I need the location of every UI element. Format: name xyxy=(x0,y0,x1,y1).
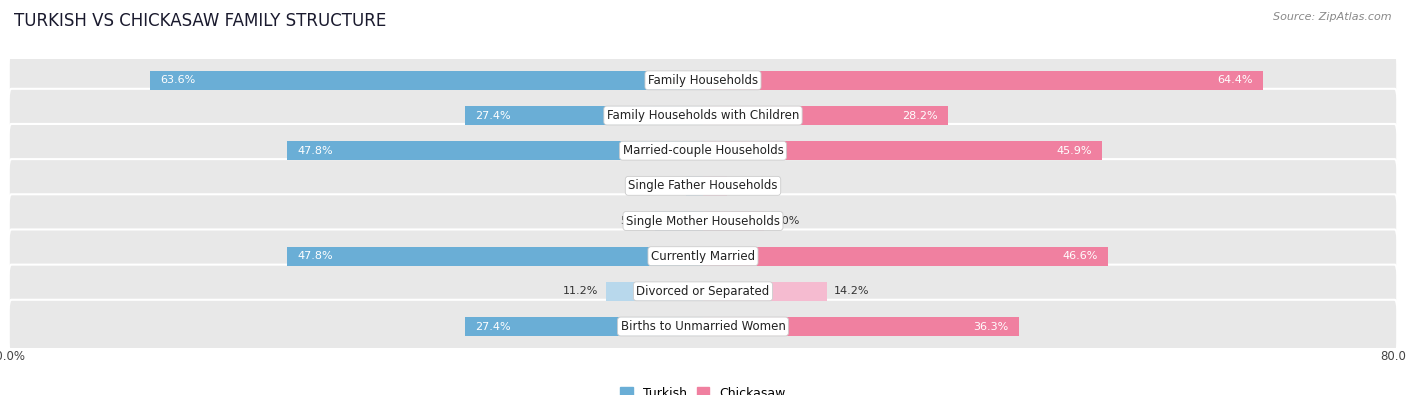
Text: Family Households with Children: Family Households with Children xyxy=(607,109,799,122)
Bar xyxy=(287,246,703,266)
Bar xyxy=(655,211,703,231)
Text: Single Father Households: Single Father Households xyxy=(628,179,778,192)
Text: 2.8%: 2.8% xyxy=(734,181,763,191)
Bar xyxy=(703,211,763,231)
Text: Currently Married: Currently Married xyxy=(651,250,755,263)
Text: TURKISH VS CHICKASAW FAMILY STRUCTURE: TURKISH VS CHICKASAW FAMILY STRUCTURE xyxy=(14,12,387,30)
FancyBboxPatch shape xyxy=(8,229,1398,283)
Text: Births to Unmarried Women: Births to Unmarried Women xyxy=(620,320,786,333)
Bar xyxy=(606,282,703,301)
Text: 14.2%: 14.2% xyxy=(834,286,869,296)
Bar xyxy=(149,71,703,90)
Text: Married-couple Households: Married-couple Households xyxy=(623,144,783,157)
Bar xyxy=(703,176,727,196)
Text: 28.2%: 28.2% xyxy=(903,111,938,120)
Text: Divorced or Separated: Divorced or Separated xyxy=(637,285,769,298)
FancyBboxPatch shape xyxy=(8,54,1398,107)
Text: 36.3%: 36.3% xyxy=(973,322,1008,331)
Text: Source: ZipAtlas.com: Source: ZipAtlas.com xyxy=(1274,12,1392,22)
Text: 46.6%: 46.6% xyxy=(1063,251,1098,261)
Text: 45.9%: 45.9% xyxy=(1056,146,1092,156)
Text: 63.6%: 63.6% xyxy=(160,75,195,85)
FancyBboxPatch shape xyxy=(8,194,1398,248)
Bar xyxy=(287,141,703,160)
Text: 47.8%: 47.8% xyxy=(298,251,333,261)
Text: 5.5%: 5.5% xyxy=(620,216,648,226)
Text: 2.0%: 2.0% xyxy=(650,181,679,191)
Bar xyxy=(686,176,703,196)
Bar xyxy=(703,317,1019,336)
Bar xyxy=(703,141,1102,160)
Bar xyxy=(464,317,703,336)
FancyBboxPatch shape xyxy=(8,89,1398,142)
Text: Family Households: Family Households xyxy=(648,74,758,87)
Text: 7.0%: 7.0% xyxy=(770,216,799,226)
Text: 47.8%: 47.8% xyxy=(298,146,333,156)
FancyBboxPatch shape xyxy=(8,265,1398,318)
Text: Single Mother Households: Single Mother Households xyxy=(626,214,780,228)
Bar xyxy=(703,106,948,125)
Text: 27.4%: 27.4% xyxy=(475,322,510,331)
Bar xyxy=(703,282,827,301)
Bar xyxy=(703,246,1108,266)
Text: 11.2%: 11.2% xyxy=(564,286,599,296)
FancyBboxPatch shape xyxy=(8,159,1398,213)
FancyBboxPatch shape xyxy=(8,300,1398,353)
Bar xyxy=(464,106,703,125)
Text: 64.4%: 64.4% xyxy=(1218,75,1253,85)
Legend: Turkish, Chickasaw: Turkish, Chickasaw xyxy=(616,382,790,395)
FancyBboxPatch shape xyxy=(8,124,1398,177)
Bar xyxy=(703,71,1263,90)
Text: 27.4%: 27.4% xyxy=(475,111,510,120)
